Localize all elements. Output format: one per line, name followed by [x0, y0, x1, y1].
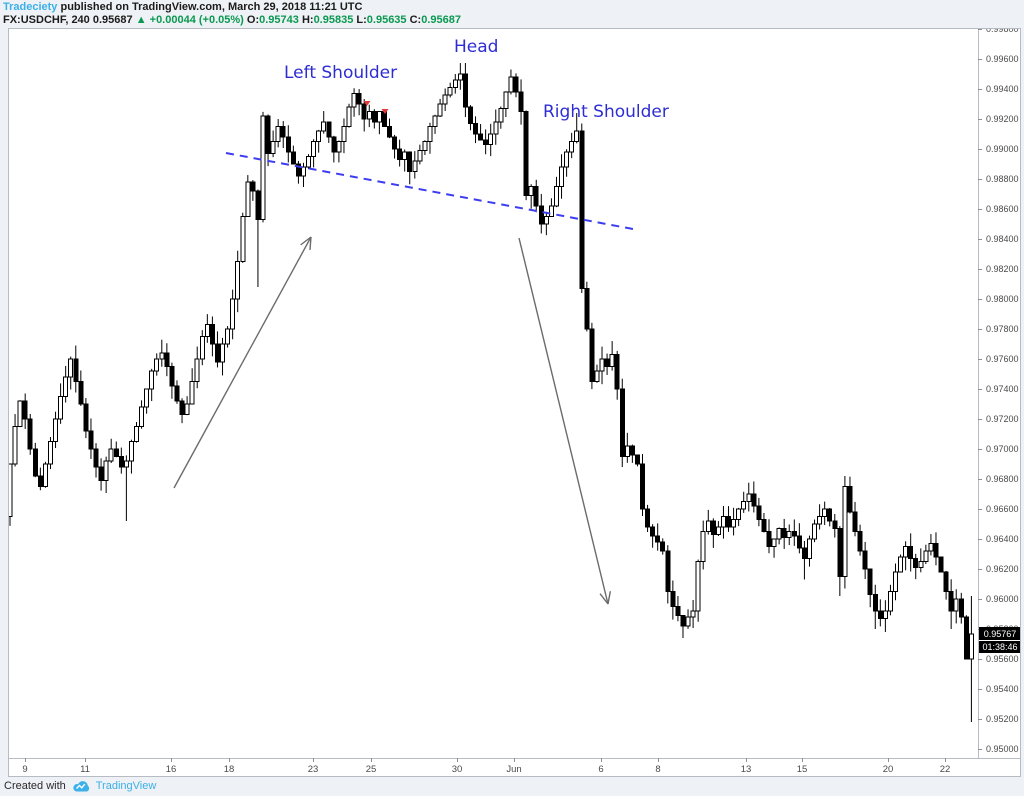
svg-text:0.96600: 0.96600 [986, 504, 1019, 514]
neckline-drawing[interactable] [225, 152, 634, 230]
high-value: 0.95835 [313, 14, 354, 26]
svg-text:23: 23 [308, 764, 319, 775]
svg-text:0.99000: 0.99000 [986, 144, 1019, 154]
svg-text:0.98000: 0.98000 [986, 294, 1019, 304]
svg-text:0.95400: 0.95400 [986, 684, 1019, 694]
svg-text:13: 13 [741, 764, 752, 775]
svg-text:15: 15 [797, 764, 808, 775]
svg-text:30: 30 [452, 764, 463, 775]
svg-text:0.97000: 0.97000 [986, 444, 1019, 454]
svg-text:0.97800: 0.97800 [986, 324, 1019, 334]
svg-text:11: 11 [80, 764, 90, 775]
close-label: C: [409, 14, 422, 26]
svg-text:0.99800: 0.99800 [986, 29, 1019, 34]
time-axis[interactable]: 9 11 16 18 23 25 30 Jun 6 8 13 15 20 22 [22, 758, 950, 775]
attribution: Tradeciety published on TradingView.com,… [3, 1, 461, 14]
svg-text:0.98200: 0.98200 [986, 264, 1019, 274]
author-link[interactable]: Tradeciety [3, 1, 58, 13]
svg-text:0.98600: 0.98600 [986, 204, 1019, 214]
svg-text:0.95200: 0.95200 [986, 714, 1019, 724]
svg-text:01:38:46: 01:38:46 [982, 642, 1017, 652]
created-with-text: Created with [4, 780, 66, 792]
high-label: H: [301, 14, 314, 26]
countdown-label: 01:38:46 [979, 641, 1020, 653]
publish-info: published on TradingView.com, March 29, … [57, 1, 363, 13]
open-value: 0.95743 [259, 14, 299, 26]
last-price-label: 0.95767 [979, 627, 1020, 640]
svg-text:0.98400: 0.98400 [986, 234, 1019, 244]
svg-text:0.96000: 0.96000 [986, 594, 1019, 604]
svg-text:9: 9 [22, 764, 27, 775]
footer: Created with TradingView [4, 778, 156, 794]
axis-lines [9, 29, 1020, 759]
svg-text:16: 16 [166, 764, 177, 775]
svg-text:0.97600: 0.97600 [986, 354, 1019, 364]
left-shoulder-label: Left Shoulder [284, 63, 398, 83]
change-arrow-icon: ▲ [135, 14, 147, 26]
svg-text:0.99200: 0.99200 [986, 114, 1019, 124]
last-price: 0.95687 [92, 14, 133, 26]
svg-text:0.95000: 0.95000 [986, 744, 1019, 754]
svg-text:25: 25 [366, 764, 377, 775]
change-value: +0.00044 (+0.05%) [149, 14, 244, 26]
svg-text:0.99400: 0.99400 [986, 84, 1019, 94]
price-axis[interactable]: 0.99800 0.99600 0.99400 0.99200 0.99000 0.988… [978, 29, 1019, 754]
svg-text:20: 20 [883, 764, 894, 775]
low-value: 0.95635 [366, 14, 407, 26]
svg-text:18: 18 [224, 764, 235, 775]
svg-text:0.96200: 0.96200 [986, 564, 1019, 574]
chart-widget[interactable]: 0.99800 0.99600 0.99400 0.99200 0.99000 0.988… [8, 28, 1021, 777]
header: Tradeciety published on TradingView.com,… [3, 1, 461, 27]
symbol-title[interactable]: FX:USDCHF, 240 [3, 14, 90, 26]
candlesticks [9, 62, 974, 722]
svg-text:8: 8 [655, 764, 660, 775]
tradingview-logo-icon[interactable] [71, 780, 91, 793]
svg-text:0.95600: 0.95600 [986, 654, 1019, 664]
svg-text:0.98800: 0.98800 [986, 174, 1019, 184]
svg-text:0.95767: 0.95767 [984, 629, 1017, 639]
svg-text:0.96800: 0.96800 [986, 474, 1019, 484]
sell-markers [363, 101, 389, 114]
close-value: 0.95687 [421, 14, 461, 26]
low-label: L: [356, 14, 367, 26]
chart-canvas[interactable]: 0.99800 0.99600 0.99400 0.99200 0.99000 0.988… [9, 29, 1020, 776]
head-label: Head [454, 37, 499, 57]
symbol-info: FX:USDCHF, 240 0.95687 ▲ +0.00044 (+0.05… [3, 14, 461, 27]
svg-text:0.97200: 0.97200 [986, 414, 1019, 424]
right-shoulder-label: Right Shoulder [543, 102, 669, 122]
open-label: O: [246, 14, 260, 26]
trend-arrow-up[interactable] [173, 236, 312, 489]
trend-arrow-down[interactable] [518, 237, 612, 605]
svg-text:22: 22 [940, 764, 951, 775]
svg-text:Jun: Jun [506, 764, 521, 775]
tradingview-link[interactable]: TradingView [95, 780, 157, 792]
svg-text:6: 6 [598, 764, 603, 775]
svg-text:0.99600: 0.99600 [986, 54, 1019, 64]
svg-text:0.97400: 0.97400 [986, 384, 1019, 394]
svg-text:0.96400: 0.96400 [986, 534, 1019, 544]
